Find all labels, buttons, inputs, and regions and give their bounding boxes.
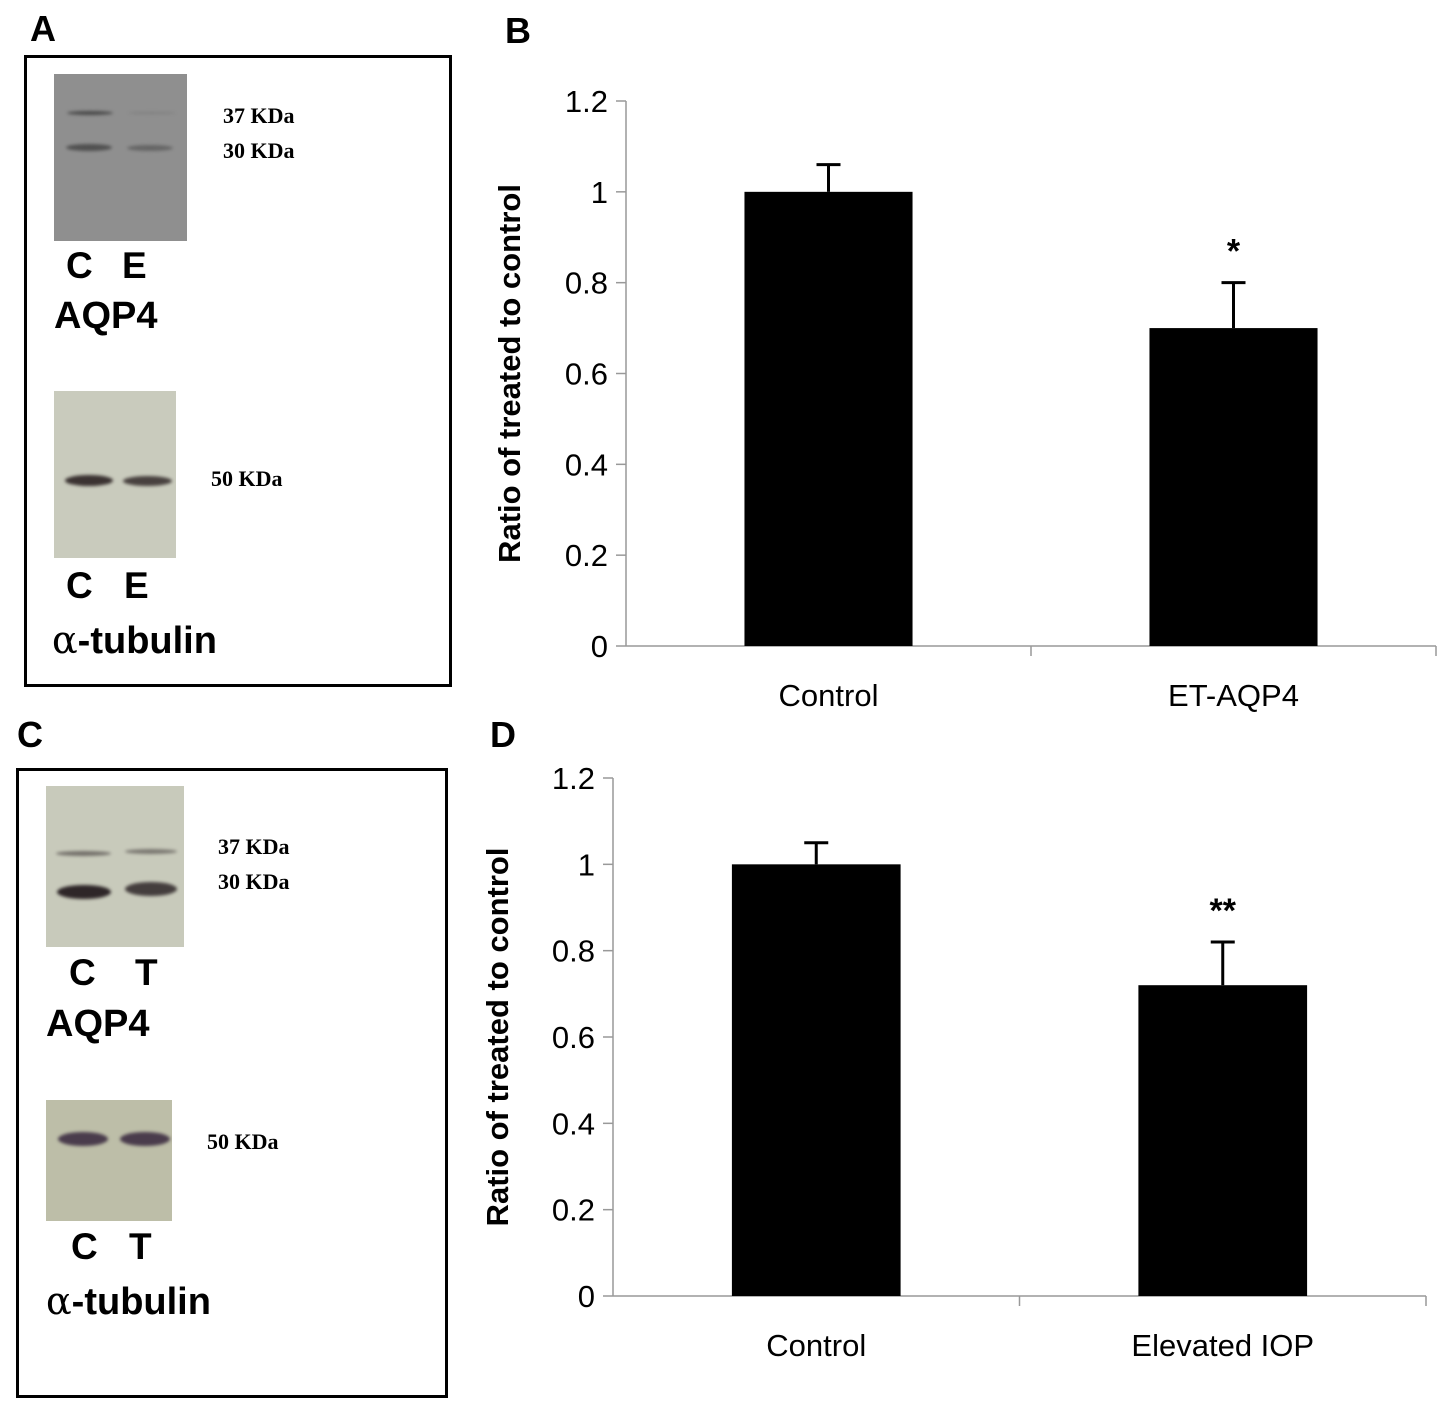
protein-name: -tubulin: [77, 620, 217, 662]
blot-band: [128, 112, 176, 114]
y-axis-title: Ratio of treated to control: [480, 848, 515, 1227]
blot-band: [127, 145, 173, 151]
bar-chart-b: 0 0.2 0.4 0.6 0.8 1 1.2 Control * ET-AQP4 Ratio of…: [492, 84, 1437, 713]
bar: [744, 191, 913, 647]
bar: [1149, 328, 1318, 646]
lane-label-control: C: [71, 1226, 98, 1267]
kda-label-30: 30 KDa: [218, 869, 290, 894]
blot-band: [123, 476, 172, 486]
y-tick-label: 0.8: [552, 934, 595, 969]
x-category-label: Control: [766, 1328, 866, 1363]
blot-band: [66, 144, 112, 151]
protein-name: -tubulin: [71, 1281, 211, 1323]
blot-band: [125, 849, 177, 854]
panel-c-blot-frame: 37 KDa 30 KDa C T AQP4 50 KDa C T α-tubu…: [16, 768, 448, 1398]
alpha-symbol: α: [46, 1279, 72, 1323]
x-category-label: ET-AQP4: [1168, 678, 1299, 713]
bar: [731, 864, 901, 1296]
lane-label-treated: T: [129, 1226, 152, 1267]
blot-band: [65, 475, 113, 486]
protein-label-aqp4: AQP4: [46, 1003, 150, 1045]
lane-label-treated: T: [135, 952, 158, 993]
tubulin-western-blot-c: [46, 1100, 172, 1221]
y-axis-title: Ratio of treated to control: [492, 184, 527, 563]
kda-label-37: 37 KDa: [218, 834, 290, 859]
panel-label-d: D: [490, 714, 516, 755]
panel-label-a: A: [30, 8, 56, 49]
y-tick-label: 1.2: [565, 84, 608, 119]
y-tick-label: 0: [591, 629, 608, 664]
protein-label-alpha-tubulin: α-tubulin: [46, 1279, 211, 1324]
kda-label-37: 37 KDa: [223, 103, 295, 128]
panel-a-blot-frame: 37 KDa 30 KDa C E AQP4 50 KDa C E α-tubu…: [24, 55, 452, 687]
blot-band: [67, 111, 113, 115]
y-tick-label: 0.6: [565, 357, 608, 392]
y-tick-label: 1: [591, 175, 608, 210]
kda-label-50: 50 KDa: [211, 466, 283, 491]
lane-label-et: E: [124, 565, 149, 606]
lane-label-et: E: [122, 245, 147, 286]
kda-label-50: 50 KDa: [207, 1129, 279, 1154]
y-tick-label: 1: [578, 847, 595, 882]
alpha-symbol: α: [52, 618, 78, 662]
aqp4-western-blot-c: [46, 786, 184, 947]
significance-marker: **: [1210, 892, 1237, 930]
y-tick-label: 0.4: [565, 447, 608, 482]
y-tick-label: 0.8: [565, 266, 608, 301]
significance-marker: *: [1227, 233, 1241, 271]
protein-label-alpha-tubulin: α-tubulin: [52, 618, 217, 663]
tubulin-western-blot-a: [54, 391, 176, 558]
y-tick-label: 1.2: [552, 761, 595, 796]
bar: [1138, 985, 1308, 1296]
y-tick-label: 0.6: [552, 1020, 595, 1055]
y-tick-label: 0.2: [565, 538, 608, 573]
lane-label-control: C: [66, 565, 93, 606]
lane-label-control: C: [69, 952, 96, 993]
y-tick-label: 0: [578, 1279, 595, 1314]
kda-label-30: 30 KDa: [223, 138, 295, 163]
blot-band: [56, 851, 111, 856]
y-tick-label: 0.4: [552, 1106, 595, 1141]
blot-band: [58, 1132, 108, 1146]
blot-band: [120, 1132, 170, 1146]
blot-band: [57, 885, 111, 899]
blot-band: [125, 882, 177, 896]
x-category-label: Control: [779, 678, 879, 713]
protein-label-aqp4: AQP4: [54, 295, 158, 337]
panel-label-c: C: [17, 714, 43, 755]
x-category-label: Elevated IOP: [1131, 1328, 1314, 1363]
y-tick-label: 0.2: [552, 1193, 595, 1228]
aqp4-western-blot-a: [54, 74, 187, 241]
panel-label-b: B: [505, 10, 531, 51]
lane-label-control: C: [66, 245, 93, 286]
